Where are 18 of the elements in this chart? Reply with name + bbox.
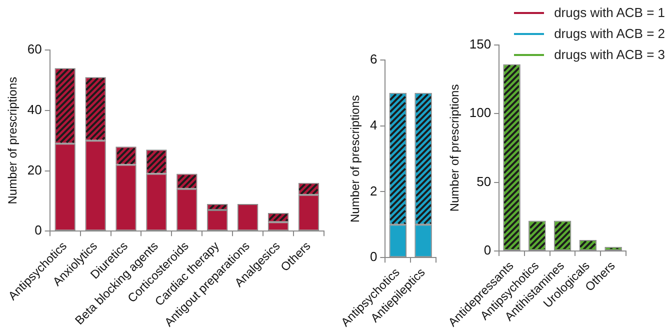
y-tick-label: 0 xyxy=(34,222,42,238)
y-tick-label: 20 xyxy=(27,162,42,178)
y-tick-label: 6 xyxy=(370,52,378,67)
y-axis-title: Number of prescriptions xyxy=(448,84,462,212)
legend-label: drugs with ACB = 2 xyxy=(554,26,665,41)
y-tick-label: 4 xyxy=(370,117,378,132)
y-tick-label: 0 xyxy=(370,249,378,264)
y-tick-label: 0 xyxy=(484,242,492,258)
y-tick-label: 50 xyxy=(476,174,492,189)
y-tick-label: 60 xyxy=(27,42,42,57)
y-axis-title: Number of prescriptions xyxy=(348,95,362,222)
y-tick-label: 2 xyxy=(370,183,378,198)
y-tick-label: 40 xyxy=(27,102,42,117)
y-tick-label: 150 xyxy=(469,36,492,52)
y-tick-label: 100 xyxy=(469,105,492,120)
legend-label: drugs with ACB = 1 xyxy=(554,5,665,20)
legend-label: drugs with ACB = 3 xyxy=(554,47,665,62)
y-axis-title: Number of prescriptions xyxy=(6,76,20,204)
